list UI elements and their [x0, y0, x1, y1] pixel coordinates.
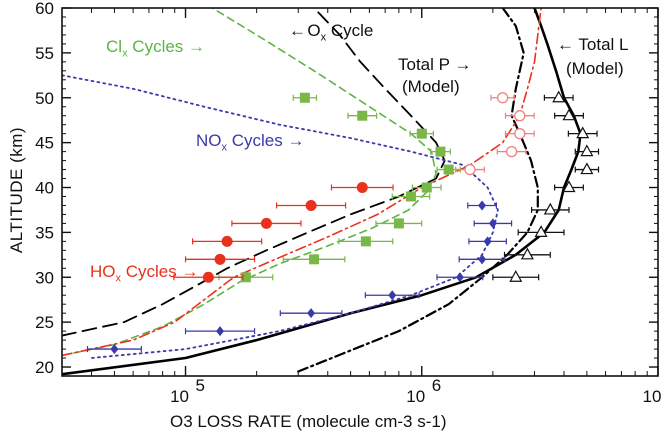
- measurement-point-2-4: [192, 235, 263, 247]
- measurement-point-5-7: [279, 308, 343, 319]
- model-curve-5: [62, 8, 542, 357]
- measurement-point-5-8: [184, 326, 256, 337]
- measurement-point-3-5: [455, 163, 485, 176]
- axis-layer: 202530354045505560105106107: [35, 0, 662, 406]
- measurement-point-3-3: [504, 128, 535, 140]
- model-curve-6: [62, 74, 499, 359]
- measurement-point-1-6: [411, 182, 442, 193]
- clx-cycles-label: Clx Cycles →: [106, 37, 206, 60]
- measurement-point-2-6: [173, 271, 244, 283]
- marker-layer: [86, 90, 600, 355]
- total-p-label: Total P →: [398, 55, 472, 74]
- total-l-label: ← Total L: [557, 35, 629, 54]
- total-l-model-label: (Model): [566, 59, 624, 78]
- x-tick-label-2: 10: [643, 387, 662, 406]
- x-tick-exponent-1: 6: [432, 376, 441, 395]
- hox-cycles-label: HOx Cycles →: [90, 262, 199, 285]
- measurement-point-4-3: [567, 126, 598, 139]
- measurement-point-4-5: [574, 162, 600, 175]
- measurement-point-4-10: [492, 270, 540, 282]
- measurement-point-1-8: [375, 218, 423, 229]
- model-curve-2: [297, 8, 539, 373]
- measurement-point-5-4: [458, 254, 506, 265]
- measurement-point-4-4: [574, 144, 600, 157]
- y-tick-label-55: 55: [35, 44, 54, 63]
- y-tick-label-50: 50: [35, 89, 54, 108]
- model-curve-1: [62, 8, 582, 376]
- measurement-point-2-1: [330, 182, 394, 194]
- y-tick-label-40: 40: [35, 179, 54, 198]
- measurement-point-5-1: [467, 200, 498, 211]
- x-tick-label-1: 10: [406, 387, 425, 406]
- measurement-point-1-4: [430, 146, 451, 157]
- measurement-point-1-2: [347, 110, 378, 121]
- series-layer: [62, 8, 582, 376]
- y-tick-label-25: 25: [35, 313, 54, 332]
- measurement-point-1-3: [409, 128, 434, 139]
- x-axis-title: O3 LOSS RATE (molecule cm-3 s-1): [170, 412, 447, 431]
- measurement-point-5-3: [468, 236, 507, 247]
- measurement-point-5-2: [473, 218, 513, 229]
- measurement-point-5-9: [86, 344, 142, 355]
- y-tick-label-20: 20: [35, 358, 54, 377]
- measurement-point-1-9: [338, 236, 394, 247]
- measurement-point-1-10: [282, 254, 346, 265]
- measurement-point-2-2: [275, 199, 347, 211]
- measurement-point-4-7: [530, 202, 570, 215]
- nox-cycles-label: NOx Cycles →: [196, 131, 305, 154]
- total-p-model-label: (Model): [402, 77, 460, 96]
- ox-cycle-label: ← Ox Cycle: [289, 21, 374, 44]
- plot-frame: [61, 7, 659, 377]
- measurement-point-4-8: [517, 225, 565, 237]
- y-tick-label-45: 45: [35, 134, 54, 153]
- measurement-point-4-2: [554, 108, 584, 121]
- measurement-point-3-1: [490, 92, 515, 104]
- measurement-point-4-1: [543, 90, 574, 103]
- measurement-point-5-5: [436, 272, 484, 283]
- y-tick-label-30: 30: [35, 268, 54, 287]
- y-axis-title: ALTITUDE (km): [7, 126, 26, 254]
- measurement-point-1-1: [292, 92, 318, 103]
- measurement-point-2-3: [231, 217, 302, 229]
- y-tick-label-60: 60: [35, 0, 54, 18]
- x-tick-label-0: 10: [170, 387, 189, 406]
- model-curve-4: [62, 8, 437, 357]
- measurement-point-2-5: [184, 253, 256, 265]
- measurement-point-5-6: [364, 290, 420, 301]
- measurement-point-3-2: [504, 110, 535, 122]
- measurement-point-3-4: [496, 145, 527, 158]
- x-tick-exponent-0: 5: [196, 376, 205, 395]
- y-tick-label-35: 35: [35, 223, 54, 242]
- measurement-point-4-6: [554, 180, 584, 193]
- measurement-point-1-7: [391, 191, 431, 202]
